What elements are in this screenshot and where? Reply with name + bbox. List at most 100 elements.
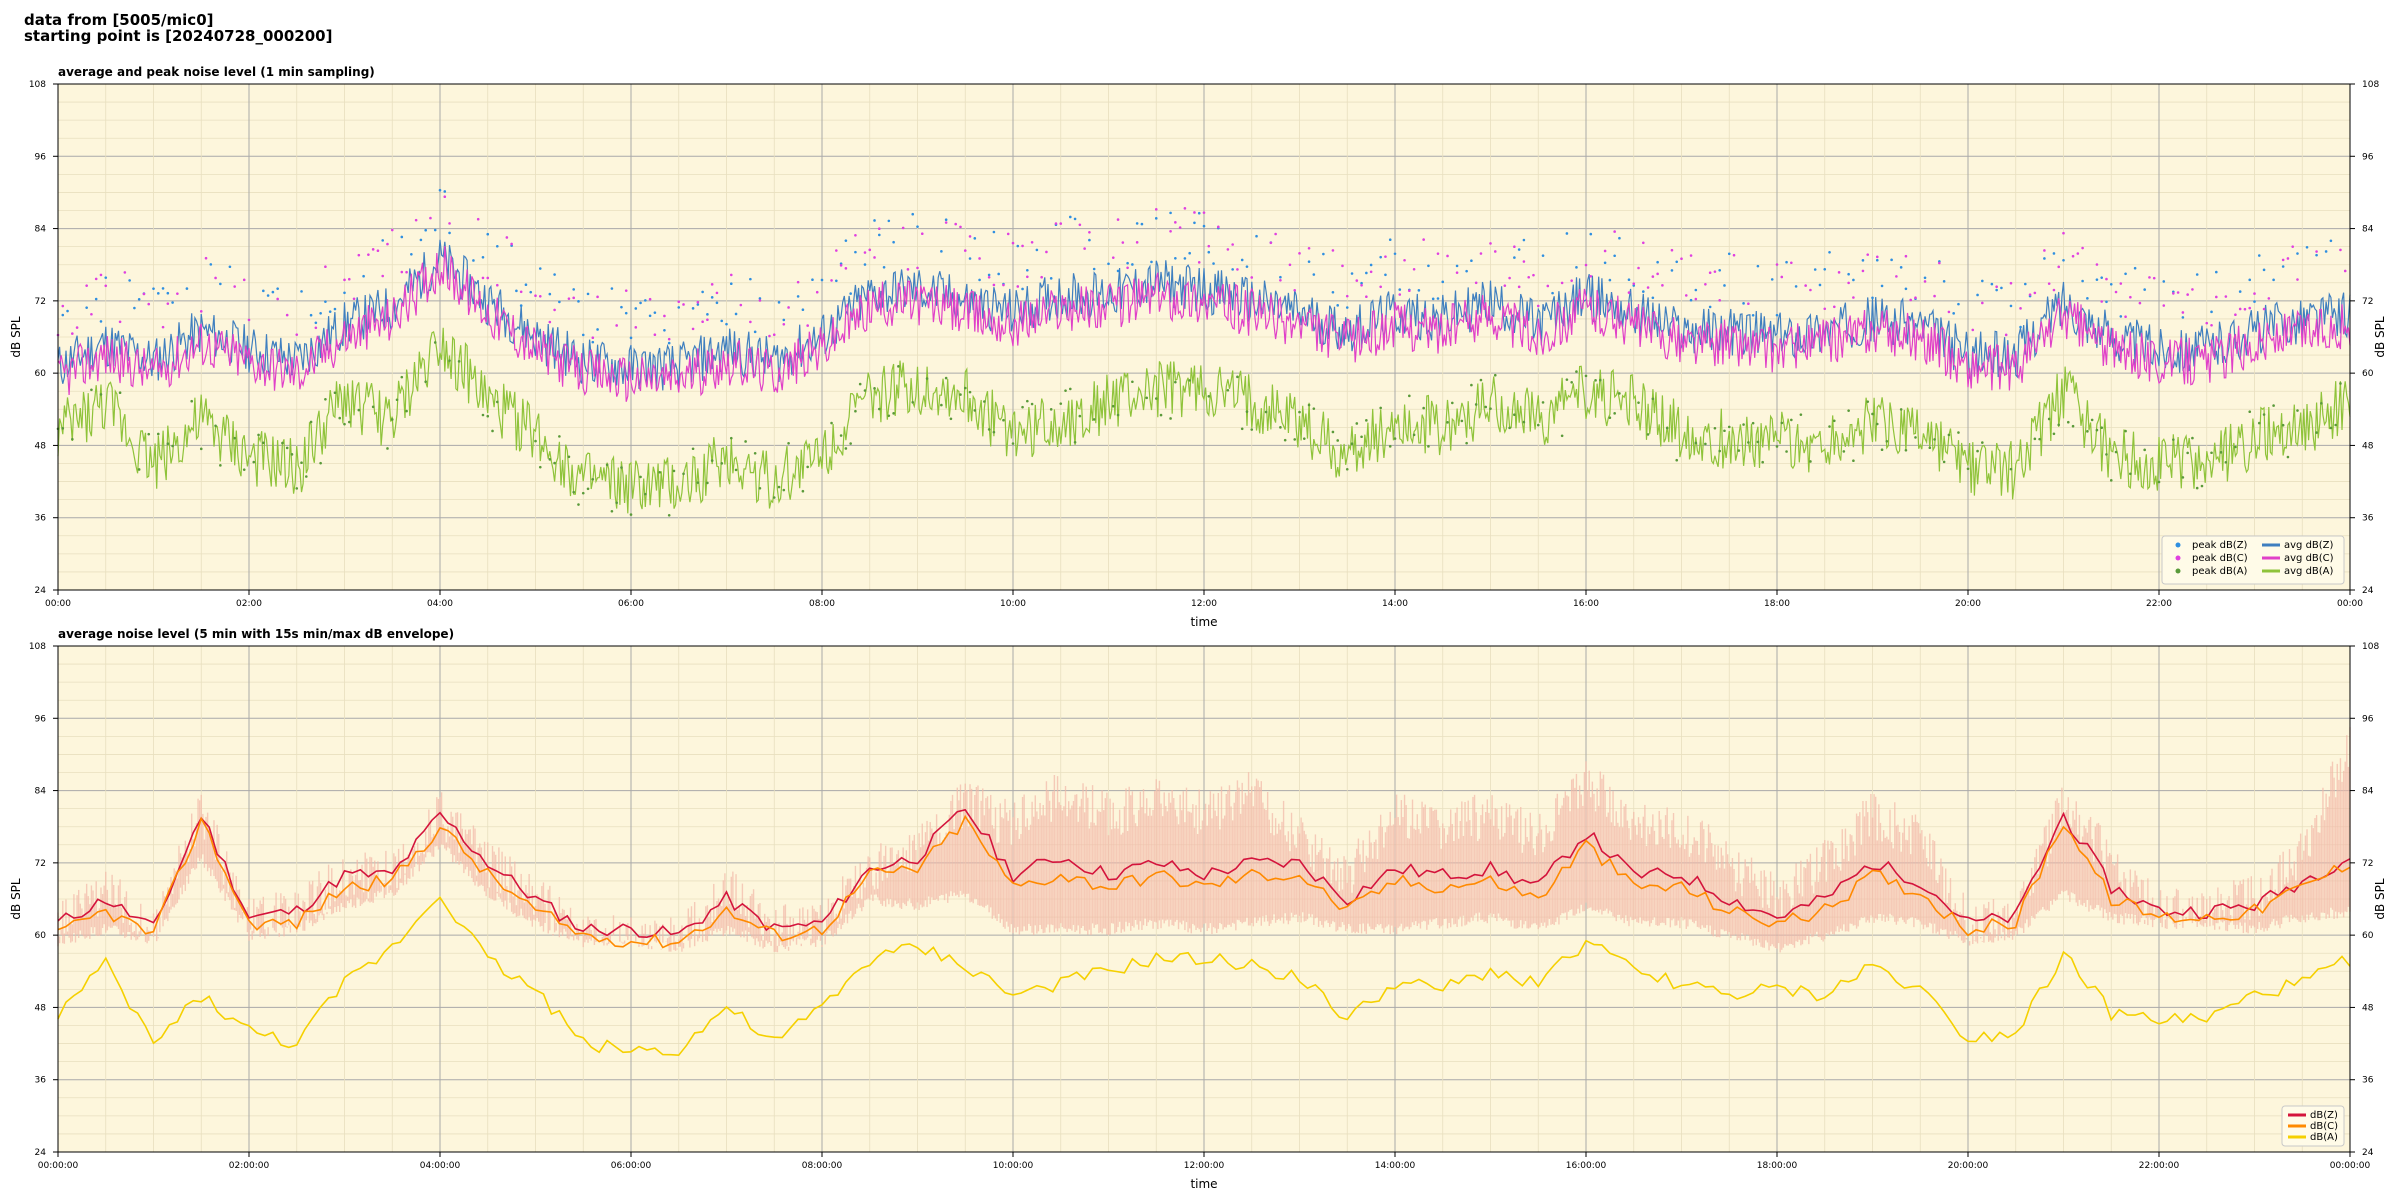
peak-point (1522, 238, 1526, 242)
peak-point (1646, 433, 1650, 436)
peak-point (2262, 413, 2266, 416)
series-line-avgdbz (57, 239, 2351, 391)
peak-point (1331, 249, 1335, 252)
peak-point (2262, 268, 2266, 272)
peak-point (1446, 254, 1449, 258)
peak-point (1474, 281, 1478, 285)
peak-point (878, 227, 881, 231)
peak-point (1174, 256, 1177, 260)
peak-point (1159, 413, 1163, 417)
peak-point (1388, 238, 1392, 241)
peak-point (787, 441, 790, 445)
peak-point (1785, 450, 1788, 453)
peak-point (2057, 265, 2061, 269)
peak-point (338, 416, 342, 420)
y-tick-label-right: 72 (2362, 297, 2373, 307)
peak-point (75, 326, 79, 329)
peak-point (887, 219, 891, 223)
peak-point (772, 496, 776, 499)
peak-point (2195, 486, 2199, 490)
peak-point (2324, 250, 2328, 253)
peak-point (496, 400, 499, 404)
x-tick-label: 22:00 (2146, 599, 2172, 609)
peak-point (1957, 302, 1960, 306)
peak-point (696, 300, 700, 304)
peak-point (1909, 298, 1912, 302)
peak-point (1021, 244, 1024, 248)
peak-point (720, 319, 724, 323)
peak-point (1207, 394, 1211, 398)
peak-point (1570, 279, 1573, 282)
peak-point (553, 308, 556, 312)
y-tick-label: 24 (35, 1148, 47, 1158)
peak-point (395, 398, 399, 402)
y-tick-label: 24 (35, 586, 47, 596)
peak-point (2143, 448, 2146, 452)
peak-point (1207, 244, 1211, 248)
peak-point (99, 273, 103, 277)
peak-point (1708, 305, 1712, 309)
peak-point (901, 226, 905, 230)
peak-point (1026, 399, 1029, 403)
peak-point (782, 318, 786, 322)
peak-point (1131, 380, 1134, 384)
peak-point (171, 301, 174, 304)
peak-point (968, 235, 972, 238)
peak-point (734, 312, 738, 316)
peak-point (1026, 268, 1029, 272)
peak-point (1345, 294, 1349, 298)
peak-point (156, 292, 160, 295)
peak-point (1842, 450, 1846, 453)
peak-point (2286, 455, 2290, 459)
peak-point (624, 289, 628, 292)
peak-point (1307, 403, 1311, 407)
peak-point (386, 447, 389, 450)
peak-point (620, 466, 623, 469)
peak-point (648, 297, 652, 301)
top-series-group (56, 188, 2351, 517)
peak-point (1250, 276, 1254, 279)
peak-point (472, 259, 475, 262)
y-tick-label-right: 96 (2362, 714, 2374, 724)
peak-point (1011, 442, 1015, 445)
peak-point (1279, 426, 1282, 429)
peak-point (2004, 333, 2008, 337)
bottom-legend: dB(Z)dB(C)dB(A) (2281, 1105, 2345, 1147)
peak-point (1116, 269, 1120, 273)
peak-point (1021, 287, 1024, 291)
peak-point (319, 461, 322, 465)
peak-point (1536, 423, 1540, 427)
peak-point (199, 310, 203, 313)
peak-point (878, 407, 881, 411)
peak-point (1828, 250, 1831, 254)
peak-point (863, 263, 867, 266)
peak-point (1651, 275, 1655, 278)
peak-point (1240, 258, 1244, 262)
peak-point (2062, 231, 2065, 235)
bottom-series-group (57, 727, 2351, 1057)
peak-point (892, 240, 895, 244)
peak-point (2281, 258, 2285, 262)
peak-point (156, 432, 160, 436)
peak-point (1522, 420, 1526, 424)
peak-point (973, 237, 977, 240)
peak-point (1436, 297, 1440, 300)
peak-point (1131, 263, 1134, 266)
peak-point (290, 453, 294, 456)
peak-point (1584, 374, 1588, 378)
peak-point (1379, 255, 1382, 259)
peak-point (2191, 288, 2194, 291)
peak-point (515, 289, 518, 293)
peak-point (2296, 278, 2299, 281)
peak-point (104, 284, 108, 288)
peak-point (247, 318, 251, 322)
peak-point (285, 313, 289, 317)
peak-point (505, 236, 509, 239)
peak-point (615, 324, 618, 327)
peak-point (2334, 423, 2337, 427)
peak-point (1441, 280, 1445, 284)
peak-point (1350, 272, 1354, 275)
peak-point (99, 393, 103, 396)
peak-point (2119, 315, 2123, 318)
x-tick-label: 08:00:00 (802, 1161, 843, 1171)
